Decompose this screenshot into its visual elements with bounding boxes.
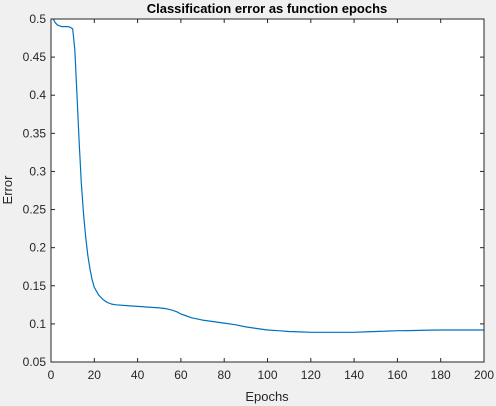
x-tick-label: 0 — [48, 368, 55, 382]
plot-frame — [50, 18, 485, 363]
y-axis-label: Error — [0, 175, 15, 205]
y-tick-label: 0.3 — [29, 164, 46, 178]
y-tick-label: 0.35 — [23, 126, 47, 140]
x-tick-label: 120 — [301, 368, 321, 382]
y-tick-label: 0.5 — [29, 12, 46, 26]
x-tick-label: 100 — [257, 368, 277, 382]
chart-title: Classification error as function epochs — [147, 1, 388, 16]
plot-area — [51, 19, 484, 362]
x-tick-label: 60 — [174, 368, 188, 382]
x-tick-label: 20 — [88, 368, 102, 382]
y-tick-label: 0.25 — [23, 203, 47, 217]
x-tick-label: 40 — [131, 368, 145, 382]
y-tick-label: 0.4 — [29, 88, 46, 102]
series-layer — [52, 18, 484, 333]
y-tick-label: 0.1 — [29, 317, 46, 331]
x-tick-label: 80 — [218, 368, 232, 382]
y-tick-label: 0.45 — [23, 50, 47, 64]
error-series-line — [52, 18, 484, 333]
x-tick-label: 200 — [474, 368, 494, 382]
y-tick-label: 0.2 — [29, 241, 46, 255]
x-tick-label: 140 — [344, 368, 364, 382]
y-tick-label: 0.15 — [23, 279, 47, 293]
x-axis-label: Epochs — [245, 389, 289, 404]
x-tick-label: 160 — [387, 368, 407, 382]
y-tick-label: 0.05 — [23, 355, 47, 369]
x-tick-label: 180 — [431, 368, 451, 382]
ticks-layer: 0 20 40 60 80 100 120 140 160 180 200 0.05 0.1 0.15 0.… — [23, 12, 495, 382]
